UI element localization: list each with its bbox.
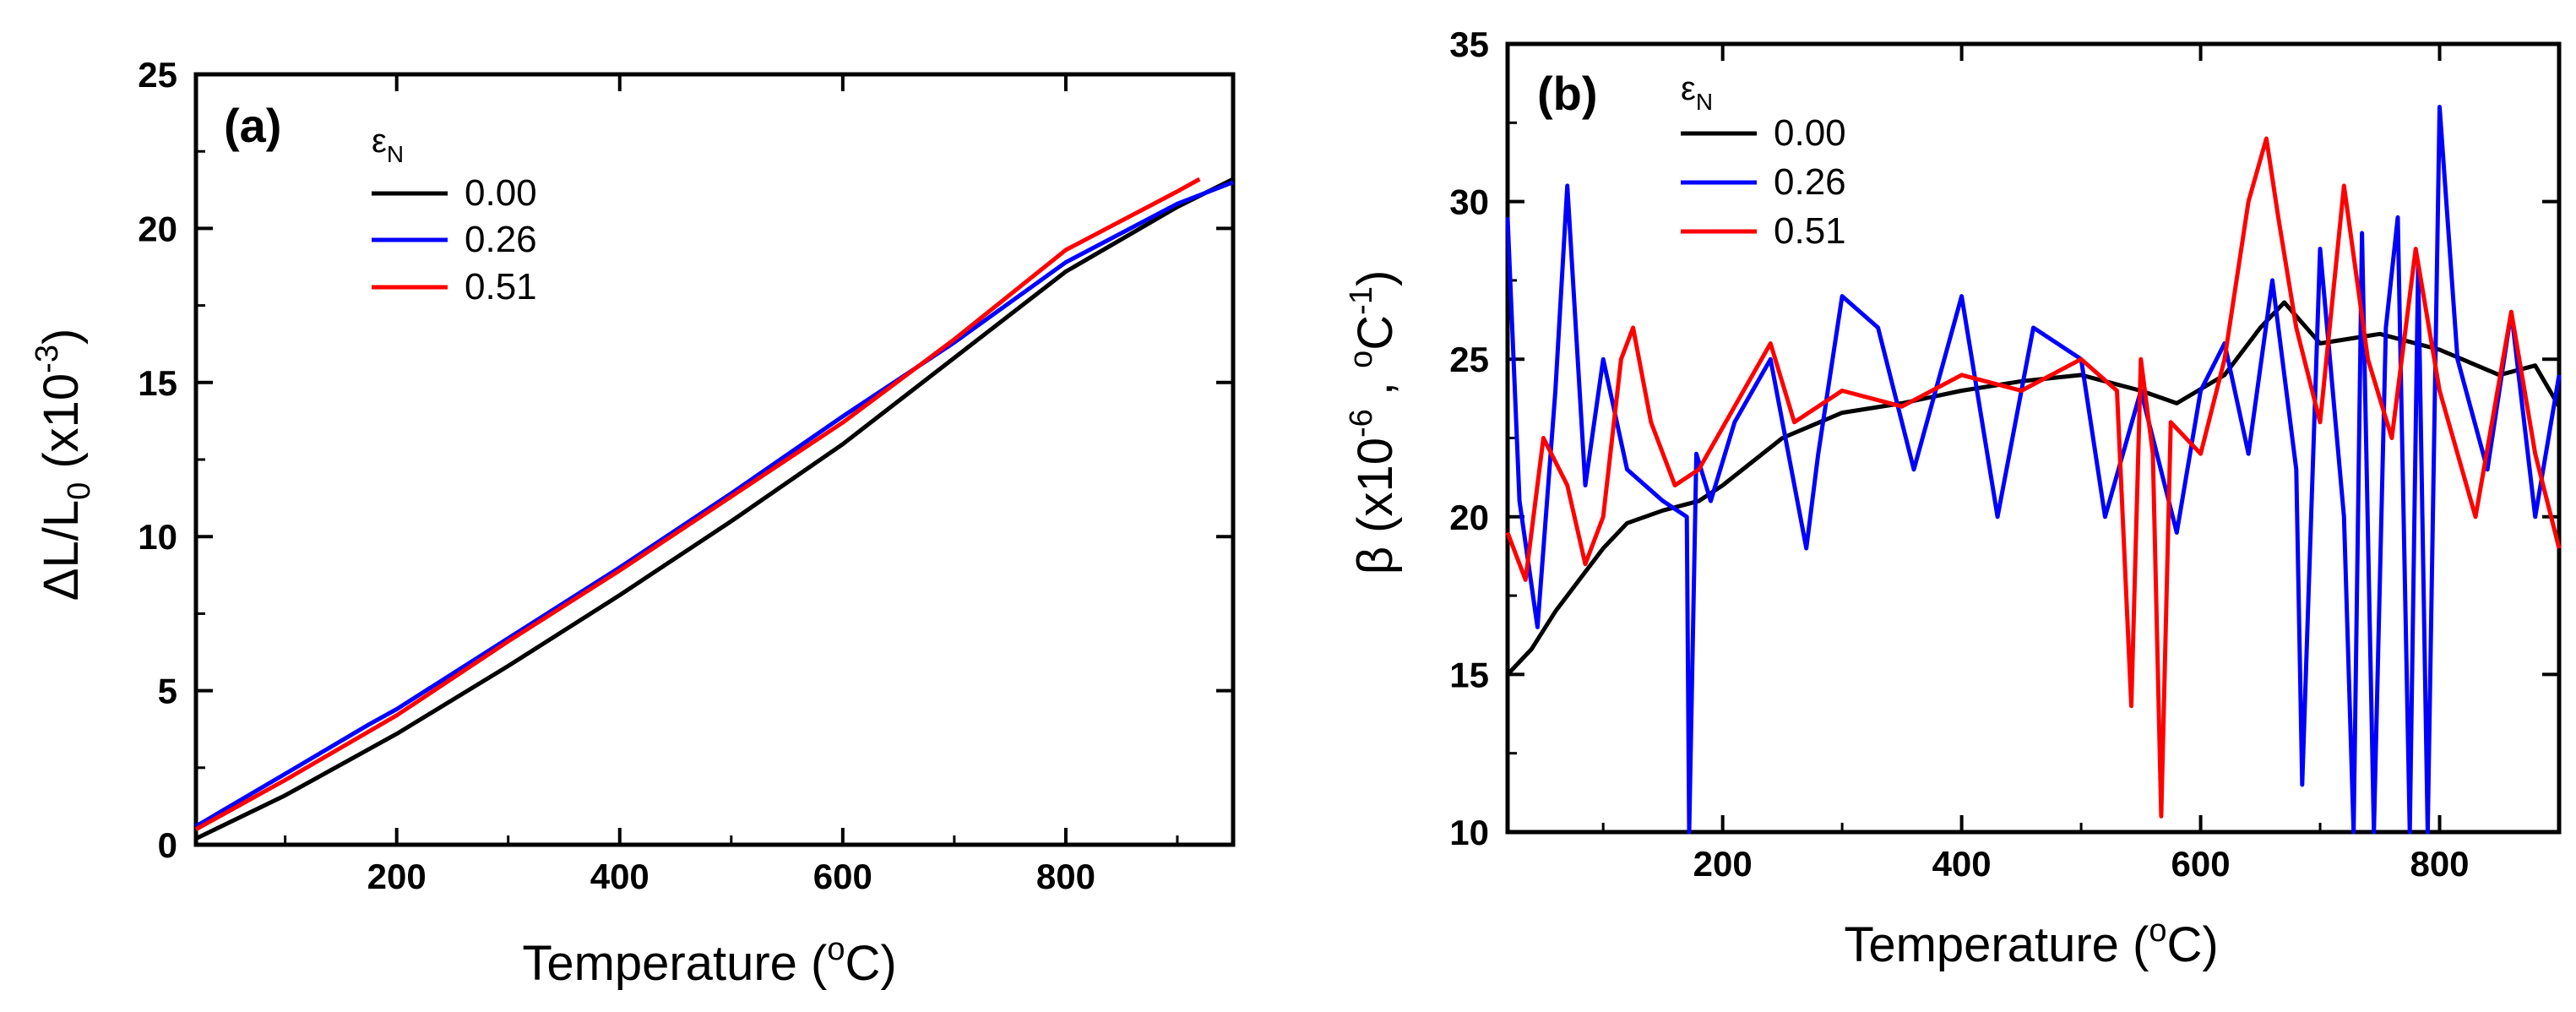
- panel-a-y-axis-title-sub: 0: [62, 482, 97, 500]
- panel-b-legend: εN 0.00 0.26 0.51: [1681, 70, 1846, 252]
- x-tick-label: 200: [1693, 844, 1753, 884]
- panel-a-x-axis-title: Temperature (oC): [522, 932, 896, 991]
- panel-a-y-axis-title-sup: -3: [30, 345, 65, 373]
- panel-a-y-axis-title-p2: (x10: [34, 373, 89, 482]
- panel-b-y-axis-title-p1: β (x10: [1348, 438, 1403, 574]
- x-tick-label: 800: [1036, 857, 1095, 896]
- y-tick-label: 10: [1449, 813, 1489, 852]
- x-tick-label: 200: [367, 857, 427, 896]
- panel-a-x-axis-title-sup: o: [827, 932, 845, 967]
- legend-label: 0.00: [465, 172, 537, 214]
- panel-b-x-axis-title-tail: C): [2166, 917, 2218, 972]
- legend-title-main: ε: [372, 122, 387, 160]
- y-tick-label: 10: [138, 517, 177, 557]
- y-tick-label: 25: [1449, 340, 1489, 379]
- series-line-0-51: [194, 177, 1201, 831]
- panel-a-y-axis-title-p3: ): [34, 329, 89, 345]
- panel-a-plot-frame: [193, 72, 1236, 847]
- panel-a-x-axis-title-main: Temperature (: [522, 936, 827, 991]
- panel-b-label: (b): [1537, 67, 1598, 120]
- panel-a-x-axis-title-tail: C): [845, 936, 896, 991]
- panel-b: 200 400 600 800 10 15 20 25 30 35 (b) εN 0.00 0.26 0…: [1344, 24, 2562, 972]
- x-tick-label: 800: [2410, 844, 2469, 884]
- y-tick-label: 20: [138, 209, 177, 248]
- panel-b-y-axis-title-p4: ): [1348, 270, 1403, 286]
- panel-a-y-axis-title: ΔL/L0 (x10-3): [30, 329, 97, 601]
- y-tick-label: 20: [1449, 498, 1489, 537]
- legend-label: 0.51: [465, 266, 537, 307]
- legend-title-sub: N: [387, 141, 404, 167]
- panel-a-legend: εN 0.00 0.26 0.51: [372, 122, 537, 307]
- panel-b-y-axis-title: β (x10-6 , oC-1): [1344, 270, 1403, 575]
- panel-b-x-axis-title: Temperature (oC): [1844, 913, 2218, 972]
- panel-b-ticks: 200 400 600 800 10 15 20 25 30 35: [1449, 24, 2559, 884]
- x-tick-label: 600: [813, 857, 872, 896]
- panel-a-y-axis-title-p1: ΔL/L: [34, 500, 89, 601]
- panel-b-x-axis-title-sup: o: [2149, 913, 2166, 949]
- legend-label: 0.26: [465, 219, 537, 260]
- y-tick-label: 15: [1449, 655, 1489, 694]
- panel-b-y-axis-title-sup1: -6: [1344, 409, 1379, 438]
- panel-a-label: (a): [224, 99, 281, 152]
- y-tick-label: 15: [138, 363, 177, 403]
- panel-a: 200 400 600 800 0 5 10 15 20 25 (a) εN 0.00 0.26 0.5…: [30, 55, 1236, 991]
- y-tick-label: 25: [138, 55, 177, 95]
- series-line-0-26: [1505, 105, 2562, 835]
- panel-b-x-axis-title-main: Temperature (: [1844, 917, 2149, 972]
- panel-a-series: [194, 177, 1235, 841]
- series-line-0-51: [1505, 136, 2562, 819]
- panel-b-y-axis-title-p2: ,: [1348, 368, 1403, 409]
- legend-label: 0.26: [1774, 161, 1846, 203]
- x-tick-label: 400: [590, 857, 649, 896]
- series-line-0-00: [194, 177, 1235, 841]
- x-tick-label: 400: [1932, 844, 1992, 884]
- panel-b-series: [1505, 105, 2562, 835]
- panel-b-y-axis-title-sup3: -1: [1344, 286, 1379, 315]
- series-line-0-00: [1506, 300, 2562, 677]
- legend-title: εN: [372, 122, 404, 167]
- y-tick-label: 5: [158, 672, 177, 711]
- y-tick-label: 35: [1449, 24, 1489, 64]
- legend-title-main: ε: [1681, 70, 1696, 107]
- x-tick-label: 600: [2171, 844, 2231, 884]
- series-line-0-26: [194, 180, 1234, 829]
- panel-a-ticks: 200 400 600 800 0 5 10 15 20 25: [138, 55, 1233, 896]
- panel-b-y-axis-title-p3: C: [1348, 315, 1403, 351]
- panel-b-y-axis-title-sup2: o: [1344, 351, 1379, 368]
- y-tick-label: 30: [1449, 182, 1489, 222]
- legend-label: 0.00: [1774, 112, 1846, 154]
- legend-label: 0.51: [1774, 210, 1846, 252]
- legend-title-sub: N: [1696, 89, 1713, 115]
- y-tick-label: 0: [158, 825, 177, 865]
- legend-title: εN: [1681, 70, 1713, 115]
